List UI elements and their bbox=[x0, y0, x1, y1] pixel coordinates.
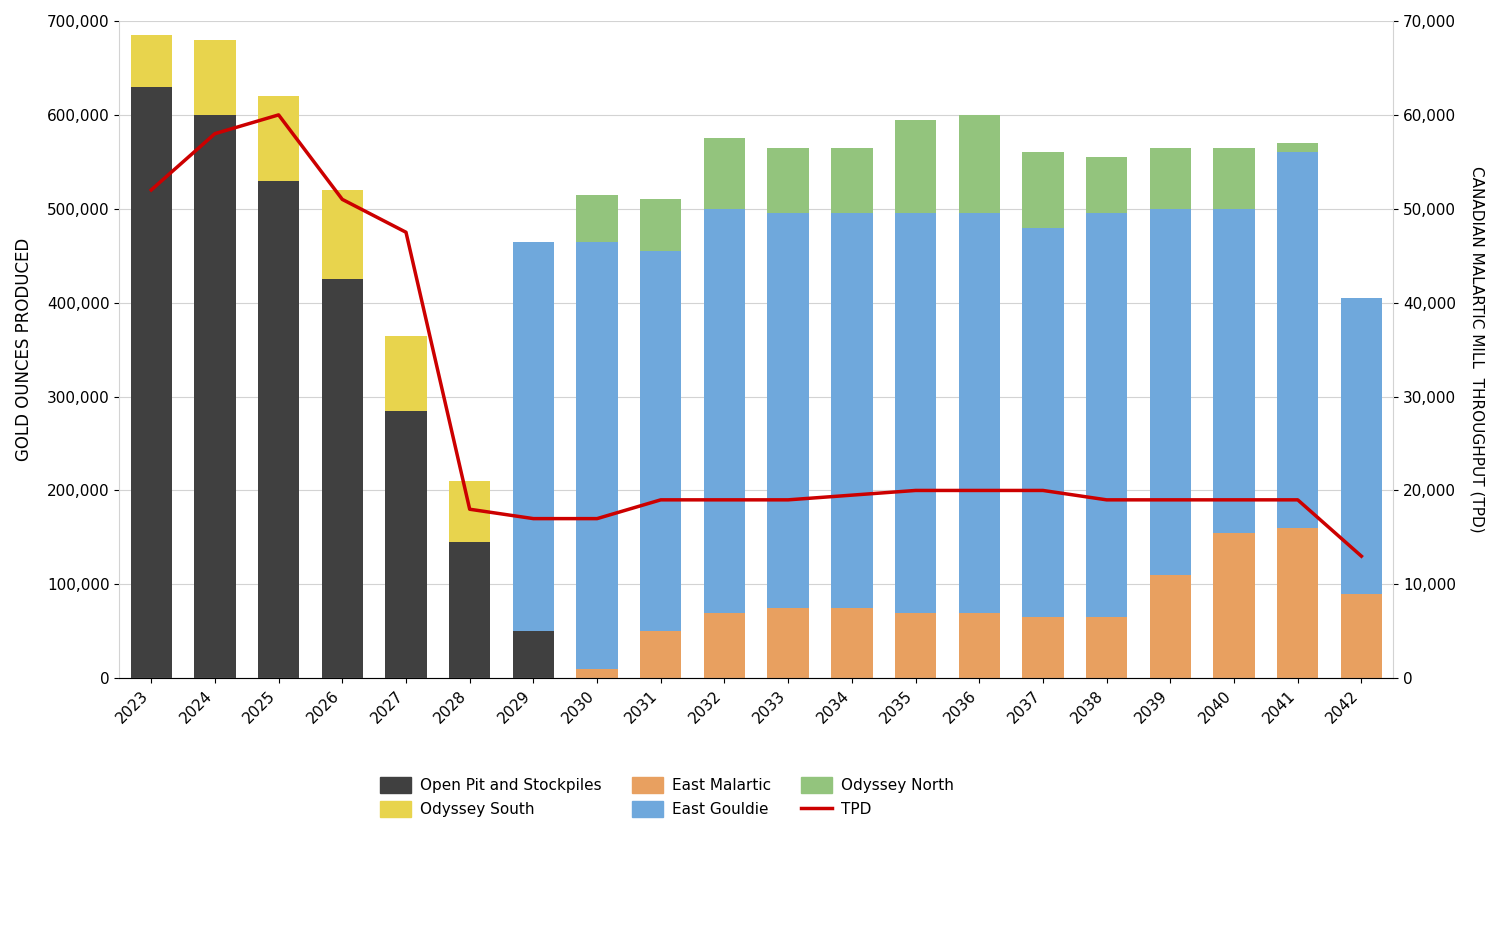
Bar bbox=[386, 410, 426, 678]
Bar bbox=[1276, 152, 1318, 528]
TPD bbox=[778, 494, 796, 505]
Bar bbox=[258, 181, 300, 678]
Bar bbox=[1022, 152, 1064, 228]
Bar bbox=[958, 214, 1000, 613]
Bar bbox=[831, 608, 873, 678]
TPD bbox=[970, 485, 988, 496]
Bar bbox=[1149, 148, 1191, 209]
Bar bbox=[768, 148, 808, 214]
Bar bbox=[1086, 157, 1128, 214]
Bar bbox=[1214, 533, 1254, 678]
Bar bbox=[130, 35, 172, 87]
TPD bbox=[588, 513, 606, 524]
Bar bbox=[258, 96, 300, 181]
Bar bbox=[831, 214, 873, 608]
Bar bbox=[130, 87, 172, 678]
Bar bbox=[704, 209, 746, 613]
Bar bbox=[958, 115, 1000, 214]
Bar bbox=[896, 120, 936, 214]
Bar bbox=[1214, 148, 1254, 209]
Bar bbox=[640, 251, 681, 631]
TPD bbox=[716, 494, 734, 505]
Bar bbox=[1022, 228, 1064, 617]
TPD bbox=[142, 184, 160, 196]
Bar bbox=[1149, 575, 1191, 678]
TPD bbox=[460, 503, 478, 515]
Bar bbox=[448, 542, 491, 678]
Bar bbox=[1341, 298, 1382, 594]
Bar bbox=[1276, 143, 1318, 152]
Bar bbox=[896, 613, 936, 678]
TPD bbox=[1161, 494, 1179, 505]
TPD bbox=[206, 128, 224, 139]
Bar bbox=[958, 613, 1000, 678]
Bar bbox=[386, 336, 426, 410]
Bar bbox=[576, 669, 618, 678]
Bar bbox=[1086, 617, 1128, 678]
TPD bbox=[1098, 494, 1116, 505]
TPD bbox=[906, 485, 924, 496]
Bar bbox=[1022, 617, 1064, 678]
Bar bbox=[448, 481, 491, 542]
TPD bbox=[1353, 550, 1371, 562]
Bar bbox=[1086, 214, 1128, 617]
Bar bbox=[768, 214, 808, 608]
TPD bbox=[525, 513, 543, 524]
Bar bbox=[576, 242, 618, 669]
TPD bbox=[843, 489, 861, 501]
Bar bbox=[513, 242, 554, 669]
Bar bbox=[513, 631, 554, 678]
Bar bbox=[896, 214, 936, 613]
TPD bbox=[1288, 494, 1306, 505]
Bar bbox=[194, 40, 236, 115]
Bar bbox=[194, 115, 236, 678]
Bar bbox=[640, 199, 681, 251]
Legend: Open Pit and Stockpiles, Odyssey South, East Malartic, East Gouldie, Odyssey Nor: Open Pit and Stockpiles, Odyssey South, … bbox=[374, 772, 960, 823]
Bar bbox=[1341, 594, 1382, 678]
Bar bbox=[1214, 209, 1254, 533]
Bar bbox=[321, 190, 363, 279]
Line: TPD: TPD bbox=[152, 115, 1362, 556]
TPD bbox=[398, 227, 416, 238]
Bar bbox=[513, 669, 554, 678]
TPD bbox=[652, 494, 670, 505]
Y-axis label: CANADIAN MALARTIC MILL  THROUGHPUT (TPD): CANADIAN MALARTIC MILL THROUGHPUT (TPD) bbox=[1470, 167, 1485, 533]
Bar bbox=[831, 148, 873, 214]
TPD bbox=[270, 109, 288, 120]
Bar bbox=[1149, 209, 1191, 575]
TPD bbox=[333, 194, 351, 205]
Bar bbox=[704, 138, 746, 209]
Bar bbox=[768, 608, 808, 678]
TPD bbox=[1034, 485, 1052, 496]
Bar bbox=[1276, 528, 1318, 678]
Bar bbox=[704, 613, 746, 678]
Y-axis label: GOLD OUNCES PRODUCED: GOLD OUNCES PRODUCED bbox=[15, 238, 33, 461]
Bar bbox=[576, 195, 618, 242]
Bar bbox=[640, 631, 681, 678]
Bar bbox=[321, 279, 363, 678]
TPD bbox=[1226, 494, 1244, 505]
